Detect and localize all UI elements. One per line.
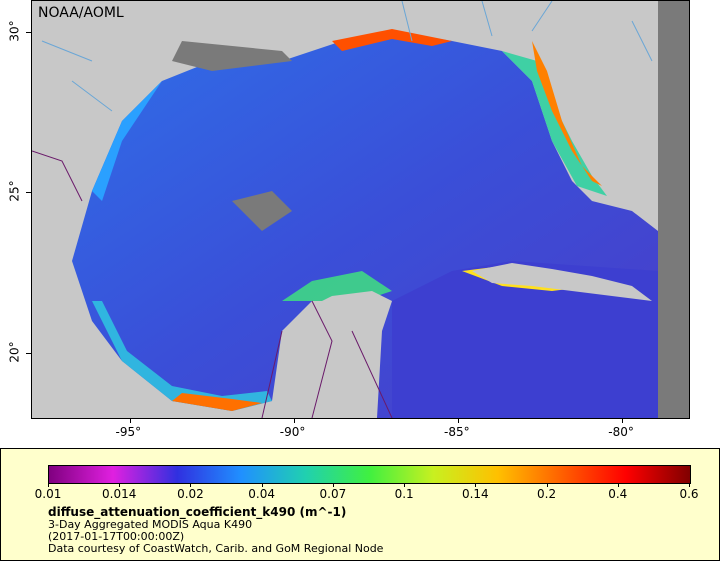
lat-tick [26, 352, 31, 354]
legend-panel: 0.01 0.014 0.02 0.04 0.07 0.1 0.14 0.2 0.4 0.6 di… [0, 448, 720, 561]
lon-tick [622, 418, 624, 423]
colorbar-tick-label: 0.14 [461, 487, 489, 501]
colorbar-tick [48, 483, 49, 487]
map-credit: NOAA/AOML [38, 5, 124, 21]
lon-tick-label: -85° [444, 425, 470, 439]
legend-variable: diffuse_attenuation_coefficient_k490 (m^… [48, 505, 347, 519]
lat-tick-label: 25° [7, 180, 22, 203]
lon-tick-label: -80° [608, 425, 634, 439]
colorbar-tick-label: 0.4 [608, 487, 628, 501]
colorbar-tick-label: 0.07 [319, 487, 347, 501]
map-panel[interactable]: NOAA/AOML [31, 0, 690, 419]
lon-tick [129, 418, 131, 423]
colorbar-tick [689, 483, 690, 487]
lat-tick [26, 32, 31, 34]
lon-tick-label: -90° [279, 425, 306, 439]
campeche-coast-turbid [172, 393, 262, 411]
west-florida-shelf [502, 51, 607, 196]
colorbar-tick [617, 483, 619, 487]
louisiana-coast-turbid [332, 29, 452, 51]
colorbar [48, 465, 691, 484]
colorbar-tick [546, 483, 548, 487]
nodata-region-east [658, 1, 689, 418]
caribbean-water [392, 261, 658, 418]
yucatan-peninsula [282, 291, 392, 418]
colorbar-tick-label: 0.6 [679, 487, 699, 501]
legend-product: 3-Day Aggregated MODIS Aqua K490 [48, 518, 253, 531]
colorbar-tick-label: 0.02 [177, 487, 204, 501]
colorbar-tick-label: 0.1 [394, 487, 414, 501]
colorbar-tick [119, 483, 121, 487]
lat-tick-label: 30° [7, 20, 22, 42]
lon-tick [458, 418, 460, 423]
legend-time: (2017-01-17T00:00:00Z) [48, 530, 185, 543]
colorbar-tick [332, 483, 334, 487]
river-lines [41, 1, 653, 112]
k490-map[interactable] [32, 1, 689, 418]
colorbar-tick [190, 483, 192, 487]
nodata-region-nw [172, 41, 292, 71]
colorbar-tick-label: 0.04 [248, 487, 276, 501]
bay-of-campeche-coast [92, 301, 272, 411]
cuba-landmass [472, 263, 652, 301]
west-florida-coast-turbid [532, 41, 602, 186]
lon-tick [293, 418, 295, 423]
lat-tick [26, 192, 31, 194]
political-borders [32, 150, 393, 418]
colorbar-tick [261, 483, 263, 487]
colorbar-tick-label: 0.01 [34, 487, 62, 501]
nodata-region-center [232, 191, 292, 231]
colorbar-tick-label: 0.014 [102, 487, 137, 501]
texas-coast-band [92, 81, 162, 201]
legend-courtesy: Data courtesy of CoastWatch, Carib. and … [48, 542, 384, 555]
lat-tick-label: 20° [7, 341, 22, 363]
colorbar-tick [404, 483, 406, 487]
colorbar-tick [475, 483, 477, 487]
florida-peninsula [592, 1, 658, 221]
lon-tick-label: -95° [115, 425, 142, 439]
colorbar-tick-label: 0.2 [537, 487, 557, 501]
